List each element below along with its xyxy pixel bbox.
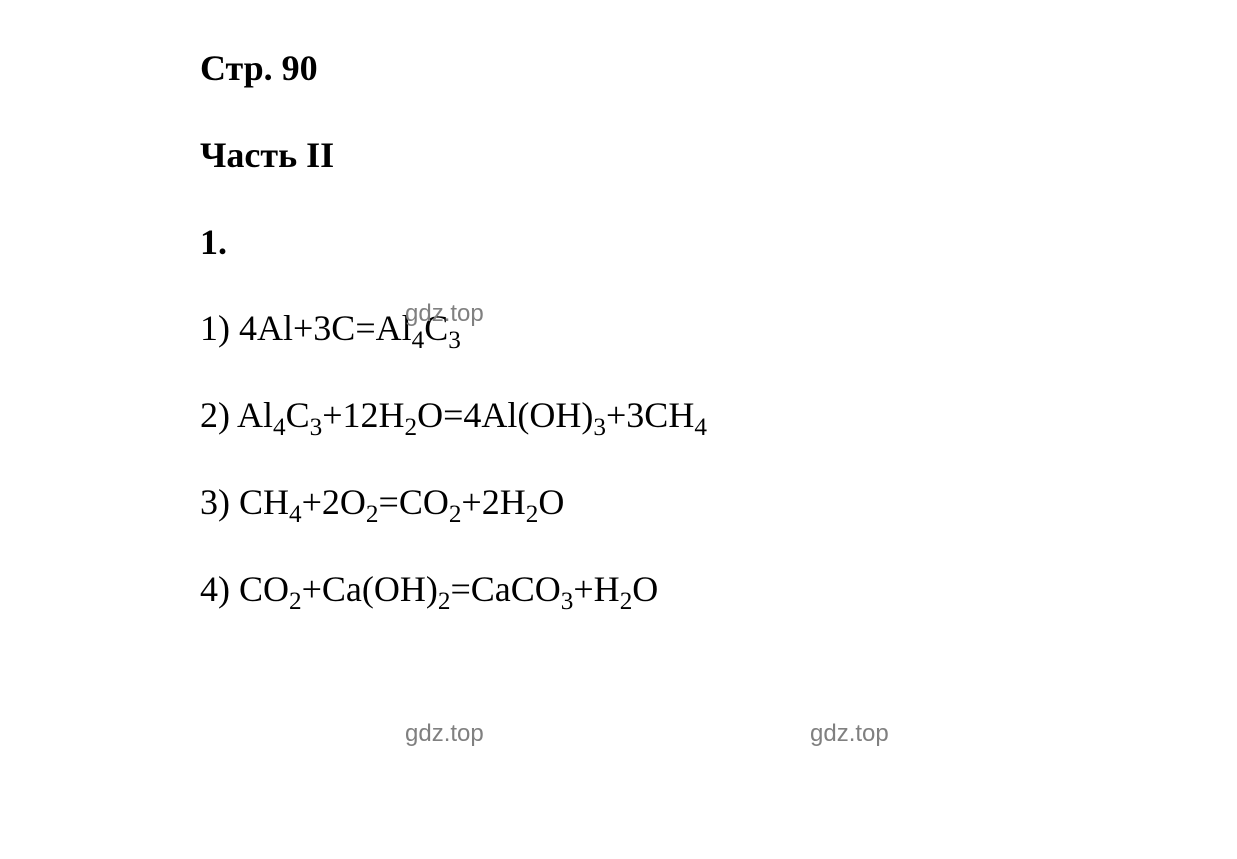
- eq-num: 3): [200, 482, 230, 522]
- eq-num: 1): [200, 308, 230, 348]
- watermark-3: gdz.top: [810, 720, 889, 748]
- eq-num: 2): [200, 395, 230, 435]
- eq-num: 4): [200, 569, 230, 609]
- page-label: Стр. 90: [200, 45, 707, 92]
- eq-body: CO2+Ca(OH)2=CaCO3+H2O: [239, 569, 658, 609]
- problem-number: 1.: [200, 219, 707, 266]
- section-label: Часть II: [200, 132, 707, 179]
- equation-3: 3) CH4+2O2=CO2+2H2O: [200, 479, 707, 526]
- equation-2: 2) Al4C3+12H2O=4Al(OH)3+3CH4: [200, 392, 707, 439]
- watermark-2: gdz.top: [405, 720, 484, 748]
- eq-body: Al4C3+12H2O=4Al(OH)3+3CH4: [237, 395, 707, 435]
- document-content: Стр. 90 Часть II 1. 1) 4Al+3C=Al4C3 2) A…: [200, 45, 707, 653]
- eq-body: CH4+2O2=CO2+2H2O: [239, 482, 564, 522]
- watermark-1: gdz.top: [405, 300, 484, 328]
- equation-4: 4) CO2+Ca(OH)2=CaCO3+H2O: [200, 566, 707, 613]
